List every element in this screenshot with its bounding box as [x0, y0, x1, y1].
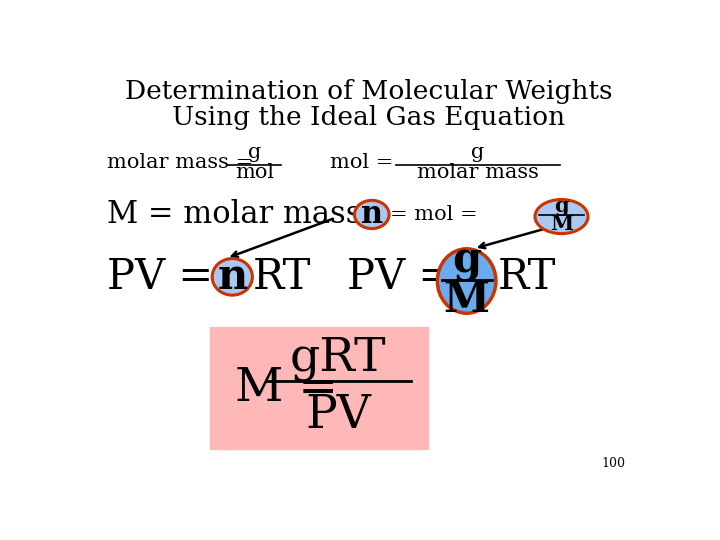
Text: mol: mol	[235, 163, 274, 181]
Ellipse shape	[212, 259, 253, 295]
Ellipse shape	[535, 199, 588, 234]
Text: g: g	[554, 196, 569, 216]
Text: g: g	[452, 240, 481, 282]
Text: M =: M =	[235, 366, 353, 411]
Text: n: n	[217, 256, 248, 298]
Ellipse shape	[354, 200, 389, 228]
Text: RT: RT	[498, 256, 556, 298]
Text: g: g	[471, 143, 485, 161]
Ellipse shape	[437, 249, 496, 313]
Text: M = molar mass: M = molar mass	[107, 199, 361, 230]
Text: molar mass: molar mass	[417, 163, 539, 181]
Text: 100: 100	[602, 457, 626, 470]
Text: gRT: gRT	[290, 335, 387, 381]
Text: = mol =: = mol =	[390, 205, 485, 224]
Text: PV: PV	[305, 393, 372, 438]
Text: n: n	[361, 199, 383, 230]
FancyBboxPatch shape	[210, 327, 428, 449]
Text: g: g	[248, 143, 261, 161]
Text: Determination of Molecular Weights: Determination of Molecular Weights	[125, 79, 613, 104]
Text: molar mass =: molar mass =	[107, 153, 259, 172]
Text: RT: RT	[253, 256, 311, 298]
Text: PV =: PV =	[107, 256, 226, 298]
Text: mol =: mol =	[330, 153, 400, 172]
Text: Using the Ideal Gas Equation: Using the Ideal Gas Equation	[172, 105, 566, 130]
Text: PV =: PV =	[347, 256, 466, 298]
Text: M: M	[550, 214, 573, 234]
Text: M: M	[444, 279, 490, 321]
